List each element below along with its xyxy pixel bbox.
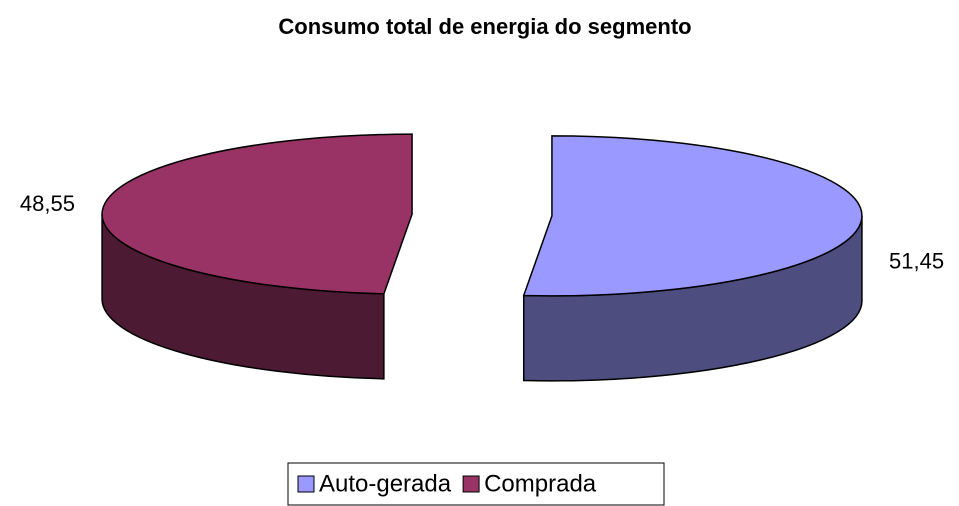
data-label: 51,45 [889, 249, 944, 274]
data-label: 48,55 [20, 191, 75, 216]
legend-swatch [297, 475, 315, 493]
slice [101, 133, 413, 380]
legend-swatch [462, 475, 480, 493]
legend-label: Comprada [484, 470, 597, 497]
chart-title: Consumo total de energia do segmento [278, 14, 691, 39]
slice-top [101, 133, 413, 295]
legend-label: Auto-gerada [319, 470, 452, 497]
slice [522, 135, 863, 382]
slice-top [522, 135, 863, 297]
